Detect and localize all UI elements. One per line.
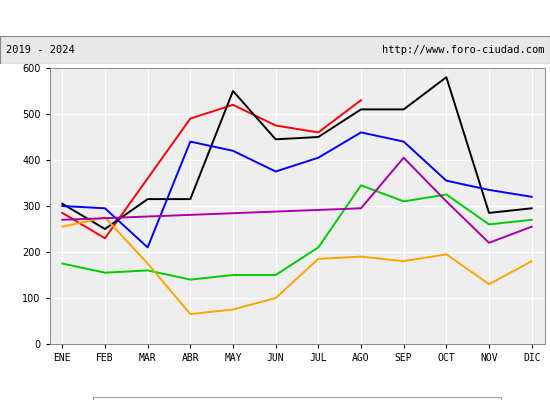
- Text: Evolucion Nº Turistas Extranjeros en el municipio de Alcaudete: Evolucion Nº Turistas Extranjeros en el …: [78, 12, 472, 24]
- Text: http://www.foro-ciudad.com: http://www.foro-ciudad.com: [382, 45, 544, 55]
- Text: 2019 - 2024: 2019 - 2024: [6, 45, 74, 55]
- Legend: 2024, 2023, 2022, 2021, 2020, 2019: 2024, 2023, 2022, 2021, 2020, 2019: [94, 397, 500, 400]
